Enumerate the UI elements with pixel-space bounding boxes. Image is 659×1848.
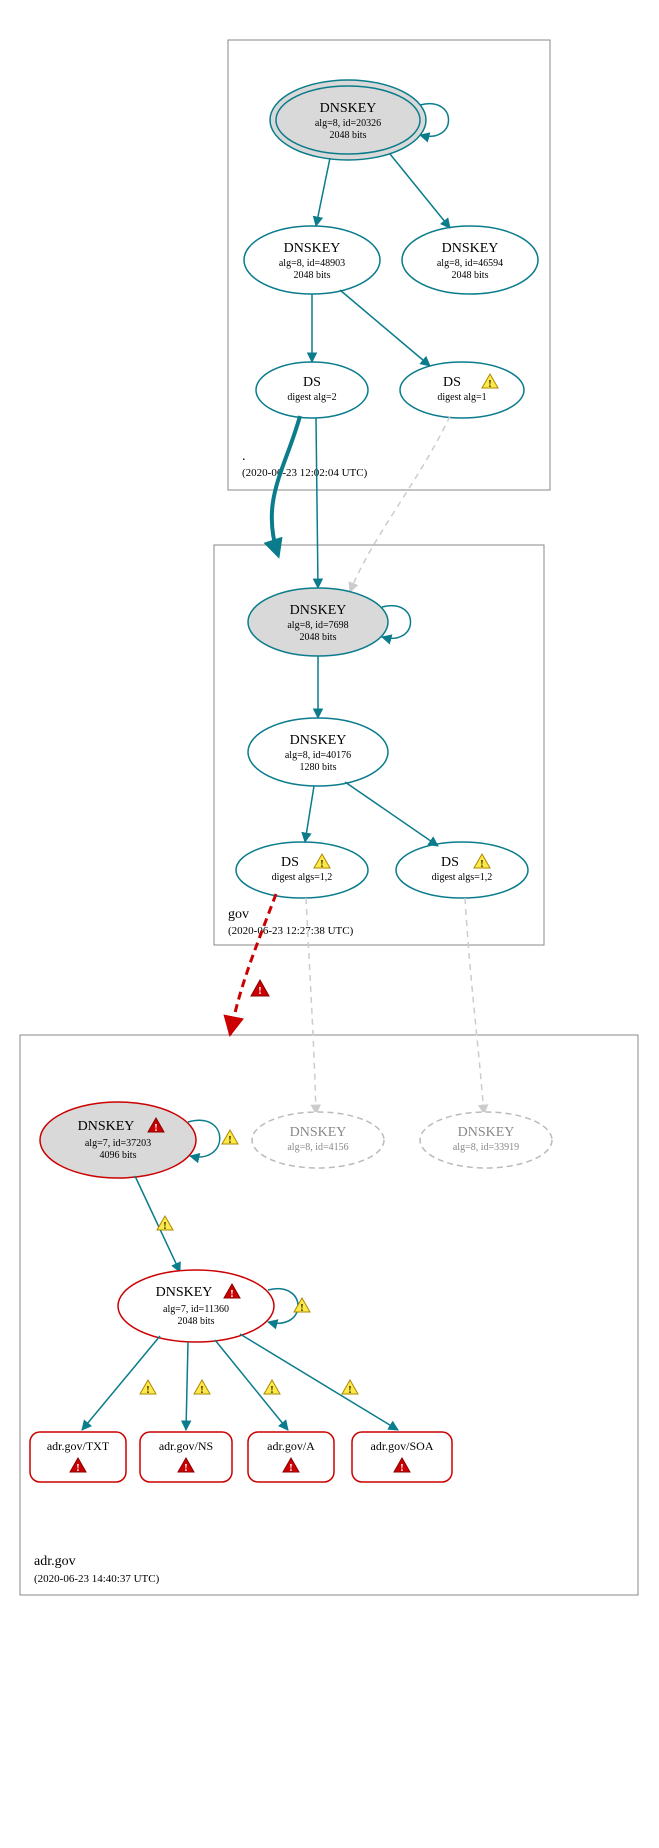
- rrset-ns: adr.gov/NS !: [140, 1432, 232, 1482]
- svg-text:alg=8, id=40176: alg=8, id=40176: [285, 750, 351, 761]
- svg-text:digest alg=2: digest alg=2: [287, 392, 336, 403]
- node-root-ksk: DNSKEY alg=8, id=20326 2048 bits: [270, 80, 426, 160]
- edge-gov-adr-greyr: [465, 898, 484, 1114]
- svg-text:DNSKEY: DNSKEY: [290, 603, 347, 618]
- svg-text:digest algs=1,2: digest algs=1,2: [272, 872, 333, 883]
- svg-text:!: !: [146, 1384, 150, 1396]
- svg-text:!: !: [258, 985, 262, 997]
- warn-icon-red: !: [251, 980, 269, 997]
- edge-ds-gov-solid: [316, 418, 318, 588]
- dnssec-diagram: . (2020-06-23 12:02:04 UTC) gov (2020-06…: [0, 0, 659, 1848]
- svg-text:alg=8, id=4156: alg=8, id=4156: [287, 1142, 348, 1153]
- node-gov-ksk: DNSKEY alg=8, id=7698 2048 bits: [248, 588, 388, 656]
- edge-rootksk-zskl: [316, 158, 330, 226]
- svg-text:adr.gov/TXT: adr.gov/TXT: [47, 1439, 110, 1453]
- svg-text:!: !: [163, 1220, 167, 1232]
- svg-text:4096 bits: 4096 bits: [100, 1150, 137, 1161]
- svg-text:2048 bits: 2048 bits: [178, 1316, 215, 1327]
- svg-text:DS: DS: [441, 855, 459, 870]
- edge-govzsk-dsl: [305, 786, 314, 842]
- svg-text:1280 bits: 1280 bits: [300, 762, 337, 773]
- edge-zsk-ns: [186, 1342, 188, 1430]
- warn-icon: !: [140, 1380, 156, 1396]
- node-root-zsk-left: DNSKEY alg=8, id=48903 2048 bits: [244, 226, 380, 294]
- warn-icon: !: [194, 1380, 210, 1396]
- svg-text:!: !: [400, 1462, 404, 1474]
- rrset-txt: adr.gov/TXT !: [30, 1432, 126, 1482]
- svg-text:!: !: [270, 1384, 274, 1396]
- zone-adr-timestamp: (2020-06-23 14:40:37 UTC): [34, 1573, 160, 1585]
- node-adr-grey-right: DNSKEY alg=8, id=33919: [420, 1112, 552, 1168]
- svg-text:!: !: [76, 1462, 80, 1474]
- zone-gov-timestamp: (2020-06-23 12:27:38 UTC): [228, 925, 354, 937]
- svg-text:!: !: [348, 1384, 352, 1396]
- warn-icon: !: [264, 1380, 280, 1396]
- svg-text:!: !: [289, 1462, 293, 1474]
- svg-text:!: !: [184, 1462, 188, 1474]
- node-adr-grey-left: DNSKEY alg=8, id=4156: [252, 1112, 384, 1168]
- svg-text:alg=8, id=7698: alg=8, id=7698: [287, 620, 348, 631]
- svg-text:alg=8, id=33919: alg=8, id=33919: [453, 1142, 519, 1153]
- svg-text:digest algs=1,2: digest algs=1,2: [432, 872, 493, 883]
- edge-adrksk-zsk: [135, 1176, 180, 1272]
- edge-zsk-a: [215, 1340, 288, 1430]
- svg-text:DNSKEY: DNSKEY: [78, 1119, 135, 1134]
- svg-text:!: !: [200, 1384, 204, 1396]
- svg-text:alg=7, id=11360: alg=7, id=11360: [163, 1304, 229, 1315]
- zone-gov-label: gov: [228, 907, 249, 922]
- svg-text:DNSKEY: DNSKEY: [458, 1125, 515, 1140]
- svg-text:digest alg=1: digest alg=1: [437, 392, 486, 403]
- node-root-ds-left: DS digest alg=2: [256, 362, 368, 418]
- svg-text:adr.gov/SOA: adr.gov/SOA: [371, 1439, 434, 1453]
- svg-text:!: !: [154, 1122, 158, 1134]
- edge-zskl-dsr: [340, 290, 430, 366]
- edge-rootksk-zskr: [390, 154, 450, 228]
- svg-text:2048 bits: 2048 bits: [294, 270, 331, 281]
- svg-text:DNSKEY: DNSKEY: [290, 733, 347, 748]
- zone-root-timestamp: (2020-06-23 12:02:04 UTC): [242, 467, 368, 479]
- svg-text:2048 bits: 2048 bits: [452, 270, 489, 281]
- svg-text:2048 bits: 2048 bits: [300, 632, 337, 643]
- svg-text:DS: DS: [281, 855, 299, 870]
- svg-text:!: !: [300, 1302, 304, 1314]
- svg-text:alg=8, id=20326: alg=8, id=20326: [315, 118, 381, 129]
- warn-icon: !: [222, 1130, 238, 1146]
- node-root-zsk-right: DNSKEY alg=8, id=46594 2048 bits: [402, 226, 538, 294]
- node-gov-ds-left: DS digest algs=1,2 !: [236, 842, 368, 898]
- svg-text:DNSKEY: DNSKEY: [290, 1125, 347, 1140]
- zone-root-label: .: [242, 449, 246, 464]
- svg-text:!: !: [230, 1288, 234, 1300]
- node-gov-zsk: DNSKEY alg=8, id=40176 1280 bits: [248, 718, 388, 786]
- warn-icon: !: [342, 1380, 358, 1396]
- zone-adr-label: adr.gov: [34, 1554, 76, 1569]
- svg-text:!: !: [320, 858, 324, 870]
- svg-text:adr.gov/A: adr.gov/A: [267, 1439, 315, 1453]
- svg-text:alg=8, id=48903: alg=8, id=48903: [279, 258, 345, 269]
- svg-text:!: !: [488, 378, 492, 390]
- node-gov-ds-right: DS digest algs=1,2 !: [396, 842, 528, 898]
- node-adr-ksk: DNSKEY ! alg=7, id=37203 4096 bits: [40, 1102, 196, 1178]
- node-adr-zsk: DNSKEY ! alg=7, id=11360 2048 bits: [118, 1270, 274, 1342]
- edge-dsr-gov-dashed: [350, 416, 450, 592]
- svg-text:2048 bits: 2048 bits: [330, 130, 367, 141]
- svg-text:DNSKEY: DNSKEY: [284, 241, 341, 256]
- svg-text:DNSKEY: DNSKEY: [156, 1285, 213, 1300]
- node-root-ds-right: DS digest alg=1 !: [400, 362, 524, 418]
- svg-text:!: !: [228, 1134, 232, 1146]
- edge-zsk-soa: [240, 1334, 398, 1430]
- svg-text:adr.gov/NS: adr.gov/NS: [159, 1439, 213, 1453]
- svg-text:DNSKEY: DNSKEY: [320, 101, 377, 116]
- svg-text:DS: DS: [303, 375, 321, 390]
- svg-text:alg=8, id=46594: alg=8, id=46594: [437, 258, 503, 269]
- rrset-soa: adr.gov/SOA !: [352, 1432, 452, 1482]
- warn-icon: !: [157, 1216, 173, 1232]
- svg-text:alg=7, id=37203: alg=7, id=37203: [85, 1138, 151, 1149]
- rrset-a: adr.gov/A !: [248, 1432, 334, 1482]
- edge-ds-gov-thick: [272, 416, 300, 555]
- edge-govzsk-dsr: [345, 782, 438, 846]
- svg-text:!: !: [480, 858, 484, 870]
- svg-text:DNSKEY: DNSKEY: [442, 241, 499, 256]
- svg-text:DS: DS: [443, 375, 461, 390]
